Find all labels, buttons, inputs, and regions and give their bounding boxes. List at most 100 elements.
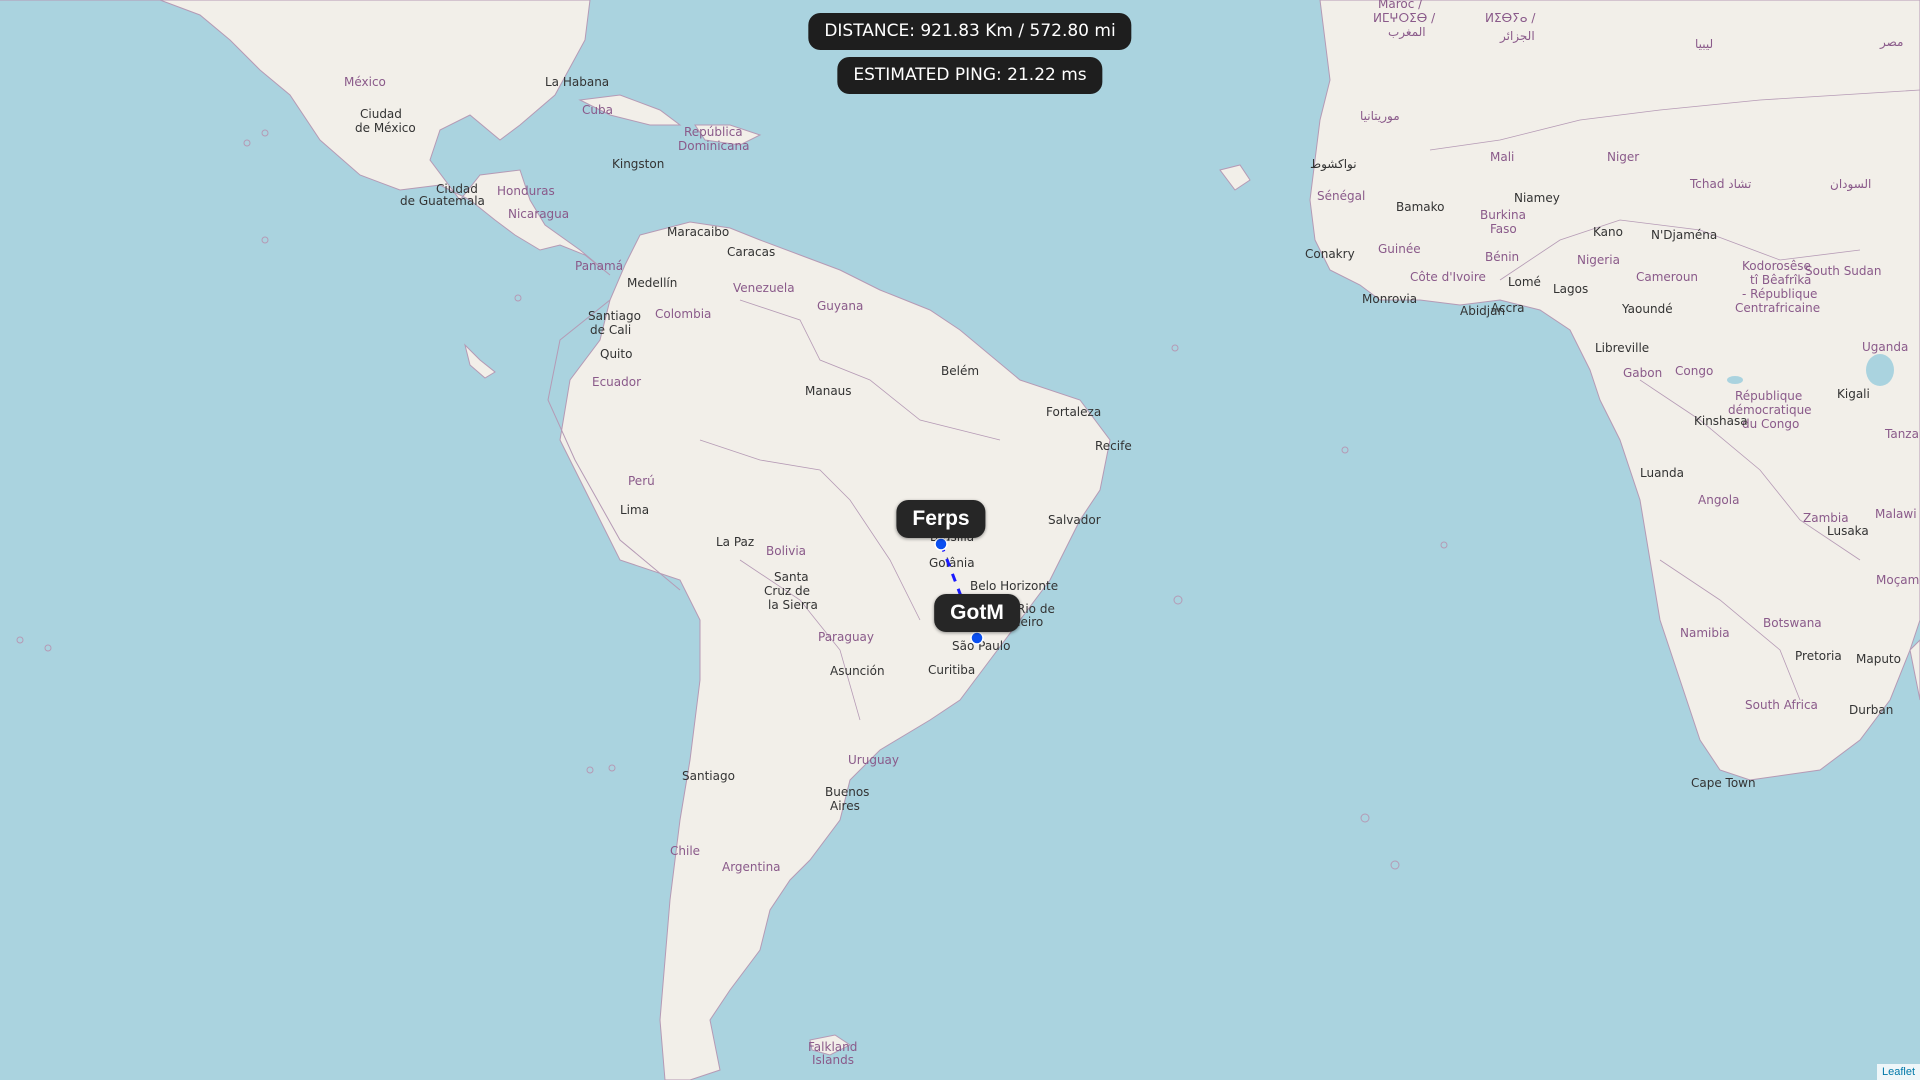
svg-text:Goiânia: Goiânia [929,556,975,570]
marker-gotm-label[interactable]: GotM [934,594,1020,632]
svg-text:Durban: Durban [1849,703,1893,717]
svg-text:Buenos: Buenos [825,785,869,799]
svg-text:du Congo: du Congo [1742,417,1799,431]
svg-text:South Sudan: South Sudan [1805,264,1882,278]
svg-text:Monrovia: Monrovia [1362,292,1417,306]
svg-text:Abidjan: Abidjan [1460,304,1505,318]
land-falklands [809,1034,851,1056]
svg-text:Lomé: Lomé [1508,275,1541,289]
svg-text:Luanda: Luanda [1640,466,1684,480]
svg-text:Faso: Faso [1490,222,1517,236]
svg-text:Malawi: Malawi [1875,507,1917,521]
svg-text:ليبيا: ليبيا [1695,37,1713,51]
svg-text:Caracas: Caracas [727,245,775,259]
svg-text:Mali: Mali [1490,150,1514,164]
svg-text:ⵍⵎⵖⵔⵉⴱ /: ⵍⵎⵖⵔⵉⴱ / [1373,11,1436,25]
svg-text:Conakry: Conakry [1305,247,1355,261]
svg-text:Côte d'Ivoire: Côte d'Ivoire [1410,270,1486,284]
svg-text:Kano: Kano [1593,225,1623,239]
svg-text:Yaoundé: Yaoundé [1621,302,1673,316]
svg-text:Sénégal: Sénégal [1317,189,1365,203]
svg-text:República: República [684,125,743,139]
svg-text:مصر: مصر [1879,35,1903,50]
svg-text:Manaus: Manaus [805,384,852,398]
svg-text:Quito: Quito [600,347,632,361]
leaflet-attribution[interactable]: Leaflet [1876,1064,1920,1080]
svg-text:Bamako: Bamako [1396,200,1445,214]
svg-text:Botswana: Botswana [1763,616,1822,630]
svg-text:Lagos: Lagos [1553,282,1588,296]
svg-text:Guyana: Guyana [817,299,863,313]
svg-text:Salvador: Salvador [1048,513,1101,527]
svg-text:La Paz: La Paz [716,535,754,549]
land-galapagos [464,343,496,379]
svg-text:Kinshasa: Kinshasa [1694,414,1748,428]
svg-text:نواكشوط: نواكشوط [1310,157,1357,172]
svg-text:démocratique: démocratique [1728,403,1812,417]
svg-text:tî Bêafrîka: tî Bêafrîka [1750,273,1811,287]
svg-text:Islands: Islands [812,1053,854,1067]
svg-text:Venezuela: Venezuela [733,281,795,295]
svg-text:Lusaka: Lusaka [1827,524,1869,538]
ping-banner: ESTIMATED PING: 21.22 ms [837,57,1103,94]
svg-text:Niamey: Niamey [1514,191,1560,205]
svg-text:Guinée: Guinée [1378,242,1421,256]
land-central-america [0,0,611,276]
marker-gotm-dot[interactable] [970,631,984,645]
svg-text:Kodorosêse: Kodorosêse [1742,259,1811,273]
svg-text:South Africa: South Africa [1745,698,1818,712]
land-cuba [578,94,682,126]
svg-text:de Guatemala: de Guatemala [400,194,485,208]
svg-text:Maracaibo: Maracaibo [667,225,729,239]
marker-ferps-dot[interactable] [934,537,948,551]
marker-ferps-label[interactable]: Ferps [896,500,986,538]
svg-text:Kingston: Kingston [612,157,664,171]
svg-text:République: République [1735,389,1802,403]
svg-text:Uganda: Uganda [1862,340,1908,354]
svg-text:Bolivia: Bolivia [766,544,806,558]
svg-text:Centrafricaine: Centrafricaine [1735,301,1820,315]
svg-text:Fortaleza: Fortaleza [1046,405,1101,419]
svg-text:Medellín: Medellín [627,276,677,290]
svg-text:Falkland: Falkland [808,1040,857,1054]
svg-text:Maroc /: Maroc / [1378,0,1423,11]
svg-text:Ciudad: Ciudad [436,182,478,196]
svg-text:Paraguay: Paraguay [818,630,874,644]
svg-text:Belém: Belém [941,364,979,378]
svg-text:Rio de: Rio de [1017,602,1055,616]
svg-text:Aires: Aires [830,799,860,813]
svg-text:Burkina: Burkina [1480,208,1526,222]
land-hispaniola [694,124,762,146]
svg-text:Angola: Angola [1698,493,1739,507]
svg-text:Maputo: Maputo [1856,652,1901,666]
svg-text:Zambia: Zambia [1803,511,1849,525]
svg-text:Argentina: Argentina [722,860,781,874]
svg-text:Cruz de: Cruz de [764,584,810,598]
svg-text:La Habana: La Habana [545,75,609,89]
svg-text:Lima: Lima [620,503,649,517]
svg-text:Ciudad: Ciudad [360,107,402,121]
svg-text:السودان: السودان [1830,177,1871,192]
svg-text:Perú: Perú [628,474,655,488]
land-peru-coast [547,299,681,591]
svg-text:Niger: Niger [1607,150,1639,164]
svg-text:de Cali: de Cali [590,323,631,337]
svg-text:Namibia: Namibia [1680,626,1730,640]
svg-text:Santa: Santa [774,570,809,584]
svg-text:ⵍⵉⴱⵢⴰ /: ⵍⵉⴱⵢⴰ / [1485,11,1536,25]
svg-text:Nigeria: Nigeria [1577,253,1620,267]
svg-text:Panamá: Panamá [575,259,623,273]
svg-text:Asunción: Asunción [830,664,885,678]
land-cape-verde [1219,164,1251,191]
svg-text:la Sierra: la Sierra [768,598,818,612]
svg-text:Belo Horizonte: Belo Horizonte [970,579,1058,593]
svg-text:الجزائر: الجزائر [1499,29,1535,44]
svg-text:Nicaragua: Nicaragua [508,207,569,221]
svg-text:Kigali: Kigali [1837,387,1870,401]
svg-text:Libreville: Libreville [1595,341,1649,355]
label-cuba: Cuba [582,103,613,117]
svg-text:Tchad تشاد: Tchad تشاد [1689,177,1751,191]
svg-text:Santiago: Santiago [588,309,641,323]
svg-text:Colombia: Colombia [655,307,711,321]
